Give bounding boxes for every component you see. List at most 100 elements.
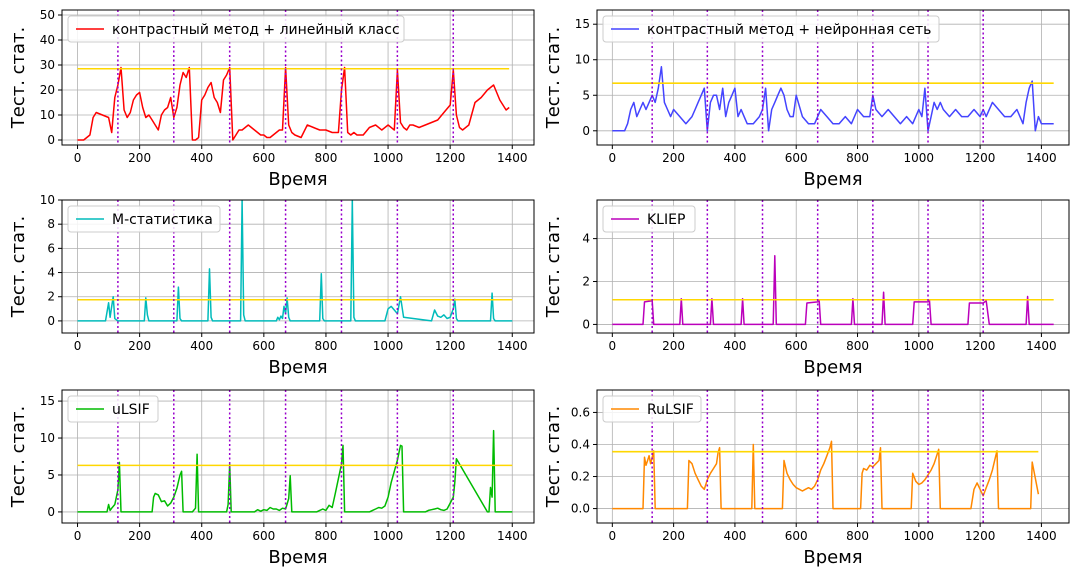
x-tick-label: 200: [128, 529, 151, 543]
y-tick-label: 0: [582, 317, 590, 331]
legend-entry: uLSIF: [112, 402, 150, 418]
x-tick-label: 0: [74, 151, 82, 165]
x-axis-label: Время: [268, 357, 327, 378]
y-axis-label: Тест. стат.: [543, 406, 564, 509]
axes-frame: [596, 9, 1070, 146]
x-tick-label: 1400: [497, 529, 528, 543]
legend: контрастный метод + линейный класс: [67, 15, 405, 43]
legend-box: [67, 395, 159, 423]
y-tick-label: 0: [47, 505, 55, 519]
legend-box: [602, 205, 696, 233]
y-tick-label: 0.2: [571, 470, 590, 484]
y-axis-label: Тест. стат.: [8, 27, 29, 130]
x-tick-label: 0: [609, 151, 617, 165]
axes-frame: [61, 9, 535, 146]
legend: контрастный метод + нейронная сеть: [602, 15, 940, 43]
axes-frame: [596, 389, 1070, 524]
x-tick-label: 400: [723, 339, 746, 353]
x-tick-label: 1200: [435, 339, 466, 353]
x-tick-label: 600: [785, 339, 808, 353]
x-tick-label: 1200: [965, 339, 996, 353]
y-tick-label: 0: [47, 133, 55, 147]
legend: uLSIF: [67, 395, 159, 423]
x-tick-label: 0: [609, 339, 617, 353]
chart-panel-6: 0 200 400 600 800 1000 1200 1400 0.0 0.2 0.4 0.6 Вре…: [543, 389, 1070, 568]
y-tick-label: 50: [40, 8, 55, 22]
y-tick-label: 0.4: [571, 437, 590, 451]
y-tick-label: 5: [47, 468, 55, 482]
x-tick-label: 1400: [497, 339, 528, 353]
y-tick-label: 8: [47, 217, 55, 231]
x-tick-label: 400: [723, 529, 746, 543]
y-axis-label: Тест. стат.: [543, 27, 564, 130]
y-axis-label: Тест. стат.: [8, 406, 29, 509]
x-tick-label: 1000: [904, 151, 935, 165]
series-line: [612, 66, 1054, 132]
legend: KLIEP: [602, 205, 696, 233]
chart-panel-3: 0 200 400 600 800 1000 1200 1400 0 2 4 6 8 10 Время Тес…: [8, 193, 535, 378]
y-tick-label: 10: [40, 108, 55, 122]
y-tick-label: 15: [575, 17, 590, 31]
x-tick-label: 600: [252, 529, 275, 543]
x-axis-label: Время: [803, 357, 862, 378]
y-tick-label: 4: [47, 266, 55, 280]
x-axis-label: Время: [803, 547, 862, 568]
chart-panel-5: 0 200 400 600 800 1000 1200 1400 0 5 10 15 Время Тест…: [8, 389, 535, 568]
legend-entry: контрастный метод + нейронная сеть: [647, 22, 931, 38]
x-tick-label: 600: [785, 151, 808, 165]
x-tick-label: 200: [662, 339, 685, 353]
y-tick-label: 2: [582, 275, 590, 289]
y-tick-label: 4: [582, 232, 590, 246]
x-tick-label: 1000: [904, 339, 935, 353]
legend-entry: контрастный метод + линейный класс: [112, 22, 400, 38]
x-axis-label: Время: [803, 169, 862, 190]
x-tick-label: 600: [252, 151, 275, 165]
x-tick-label: 1400: [1026, 151, 1057, 165]
plot-area: [612, 390, 1040, 523]
series-line: [77, 200, 513, 322]
y-tick-label: 6: [47, 241, 55, 255]
x-tick-label: 1200: [435, 529, 466, 543]
y-tick-label: 15: [40, 394, 55, 408]
x-tick-label: 1400: [1026, 529, 1057, 543]
x-tick-label: 1000: [373, 529, 404, 543]
x-axis-label: Время: [268, 169, 327, 190]
axes-frame: [61, 199, 535, 334]
legend-box: [602, 15, 940, 43]
x-tick-label: 1000: [373, 151, 404, 165]
x-tick-label: 400: [190, 339, 213, 353]
x-tick-label: 800: [314, 529, 337, 543]
legend-box: [67, 15, 405, 43]
y-tick-label: 10: [40, 431, 55, 445]
x-tick-label: 1400: [1026, 339, 1057, 353]
x-axis-label: Время: [268, 547, 327, 568]
chart-panel-2: 0 200 400 600 800 1000 1200 1400 0 5 10 15 Время Тест…: [543, 9, 1070, 190]
y-tick-label: 10: [575, 53, 590, 67]
x-tick-label: 1200: [965, 529, 996, 543]
x-tick-label: 1200: [435, 151, 466, 165]
y-tick-label: 40: [40, 33, 55, 47]
y-axis-label: Тест. стат.: [543, 216, 564, 319]
series-line: [612, 440, 1040, 510]
x-tick-label: 800: [314, 151, 337, 165]
x-tick-label: 0: [74, 529, 82, 543]
y-tick-label: 30: [40, 58, 55, 72]
y-tick-label: 10: [40, 193, 55, 207]
series-line: [77, 66, 510, 141]
x-tick-label: 1000: [373, 339, 404, 353]
x-tick-label: 600: [252, 339, 275, 353]
plot-area: [77, 390, 513, 523]
axes-frame: [596, 199, 1070, 334]
x-tick-label: 1400: [497, 151, 528, 165]
legend: M-статистика: [67, 205, 221, 233]
x-tick-label: 600: [785, 529, 808, 543]
x-tick-label: 800: [846, 529, 869, 543]
x-tick-label: 200: [128, 339, 151, 353]
plot-area: [612, 200, 1054, 333]
x-tick-label: 0: [74, 339, 82, 353]
x-tick-label: 400: [723, 151, 746, 165]
x-tick-label: 200: [662, 529, 685, 543]
y-tick-label: 0: [47, 314, 55, 328]
x-tick-label: 1000: [904, 529, 935, 543]
